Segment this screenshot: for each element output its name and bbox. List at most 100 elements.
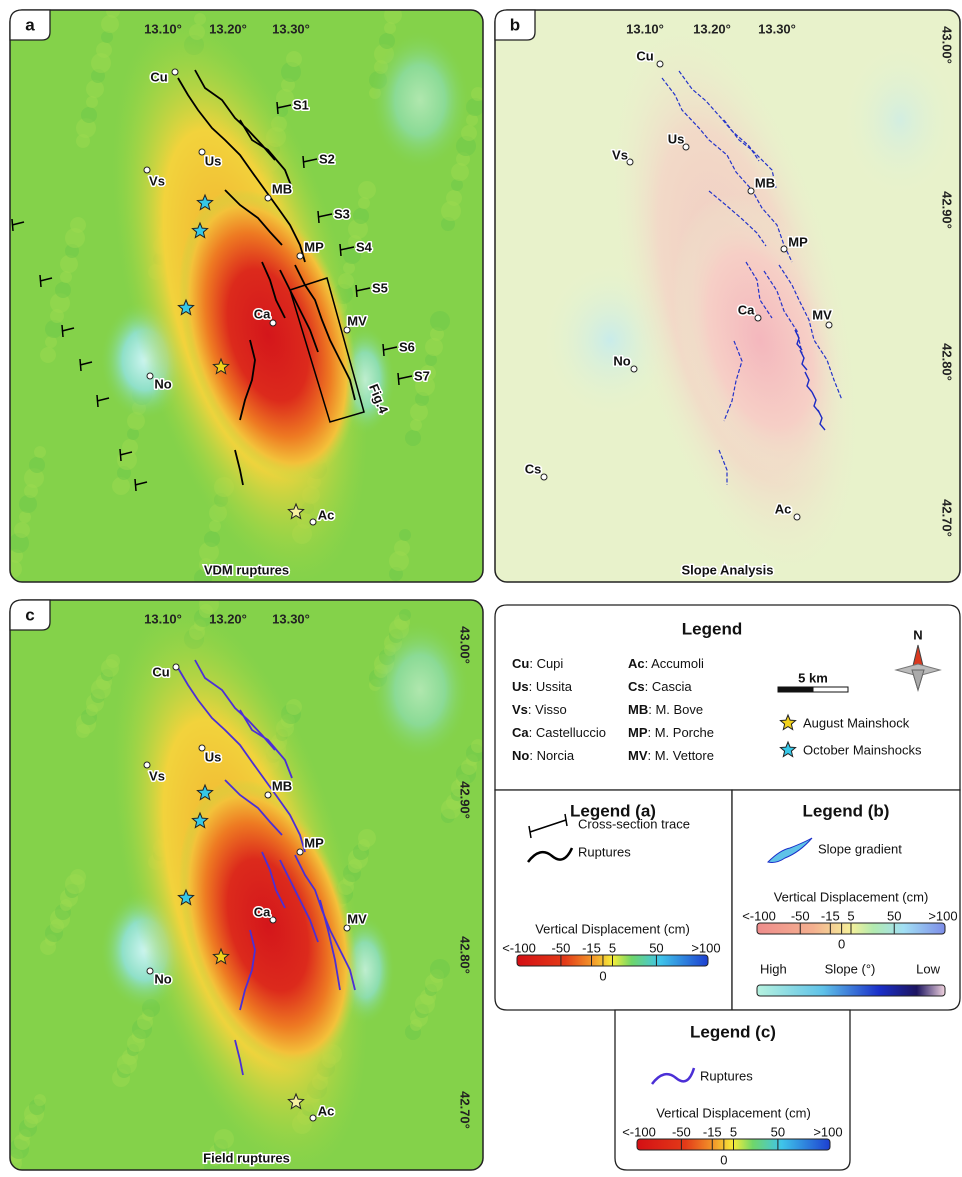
symbol-label: August Mainshock	[803, 715, 910, 730]
place-label: Ca	[254, 904, 271, 919]
terrain-texture	[353, 208, 369, 224]
scale-tick-label: -50	[791, 908, 810, 923]
place-marker	[270, 917, 276, 923]
place-label: Us	[668, 131, 685, 146]
place-label: Vs	[149, 768, 165, 783]
place-label: Cs	[525, 461, 542, 476]
terrain-texture	[34, 1094, 46, 1106]
place-label: MB	[272, 181, 292, 196]
cross-section-tick	[356, 285, 357, 297]
place-marker	[297, 849, 303, 855]
place-marker	[781, 246, 787, 252]
latitude-label: 42.70°	[458, 1091, 473, 1129]
place-label: Ac	[318, 1103, 335, 1118]
place-label: MV	[812, 307, 832, 322]
cross-section-tick	[80, 359, 81, 371]
terrain-texture	[384, 6, 402, 24]
place-label: No	[613, 353, 630, 368]
scale-tick-label: -50	[672, 1124, 691, 1139]
place-marker	[310, 1115, 316, 1121]
abbreviation: MV: M. Vettore	[628, 748, 714, 763]
scale-tick-label: >100	[691, 940, 720, 955]
legend-item: Ruptures	[578, 844, 631, 859]
terrain-texture	[451, 163, 469, 181]
place-marker	[631, 366, 637, 372]
terrain-texture	[96, 42, 112, 58]
displacement-cyan	[370, 620, 470, 760]
panel-title: Slope Analysis	[682, 562, 774, 577]
scale-tick-label: >100	[928, 908, 957, 923]
latitude-label: 43.00°	[940, 26, 955, 64]
terrain-texture	[40, 347, 56, 363]
cross-section-tick	[340, 244, 341, 256]
latitude-label: 42.80°	[940, 343, 955, 381]
place-label: MP	[304, 835, 324, 850]
place-marker	[172, 69, 178, 75]
place-marker	[794, 514, 800, 520]
section-label: S2	[319, 151, 335, 166]
abbreviation: Vs: Visso	[512, 702, 567, 717]
scale-tick-label: -50	[552, 940, 571, 955]
terrain-texture	[399, 609, 411, 621]
terrain-texture	[19, 495, 37, 513]
legend-title: Legend (c)	[690, 1022, 776, 1041]
place-label: MB	[755, 175, 775, 190]
slope-label: Low	[916, 961, 940, 976]
scale-title: Vertical Displacement (cm)	[535, 921, 690, 936]
panel-label: a	[25, 15, 35, 34]
place-label: No	[154, 971, 171, 986]
place-marker	[755, 315, 761, 321]
abbreviation: MP: M. Porche	[628, 725, 714, 740]
scale-tick-label: 5	[730, 1124, 737, 1139]
scale-title: Vertical Displacement (cm)	[774, 889, 929, 904]
longitude-label: 13.30°	[272, 611, 310, 626]
cross-section-tick	[303, 156, 304, 168]
longitude-label: 13.30°	[272, 21, 310, 36]
longitude-label: 13.30°	[758, 21, 796, 36]
abbreviation: Ca: Castelluccio	[512, 725, 606, 740]
cross-section-tick	[398, 373, 399, 385]
place-label: MV	[347, 911, 367, 926]
place-marker	[265, 195, 271, 201]
terrain-texture	[358, 181, 376, 199]
scale-label: 5 km	[798, 670, 828, 685]
scale-bar	[813, 687, 848, 692]
place-label: Ca	[738, 302, 755, 317]
longitude-label: 13.10°	[144, 21, 182, 36]
scale-tick-label: -15	[703, 1124, 722, 1139]
latitude-label: 42.70°	[940, 499, 955, 537]
abbreviation: Cs: Cascia	[628, 679, 692, 694]
terrain-texture	[204, 531, 220, 547]
figure: Fig.4S1S2S3S4S5S6S7CuUsVsMBMPCaMVNoAc13.…	[0, 0, 962, 1177]
place-marker	[297, 253, 303, 259]
place-marker	[147, 373, 153, 379]
place-label: Us	[205, 749, 222, 764]
map-panel: CuUsVsMBMPCaMVNoAc13.10°13.20°13.30°43.0…	[4, 582, 485, 1177]
terrain-texture	[425, 338, 443, 356]
displacement-cyan	[370, 30, 470, 170]
place-marker	[541, 474, 547, 480]
cross-section-tick	[62, 325, 63, 337]
place-label: MP	[788, 234, 808, 249]
terrain-texture	[34, 446, 46, 458]
terrain-texture	[14, 522, 30, 538]
place-label: MP	[304, 239, 324, 254]
scale-tick-label: 5	[609, 940, 616, 955]
terrain-texture	[101, 15, 119, 33]
place-label: Vs	[149, 173, 165, 188]
scale-tick-label: 5	[847, 908, 854, 923]
legend-title: Legend	[682, 619, 742, 638]
terrain-texture	[405, 430, 421, 446]
place-marker	[748, 188, 754, 194]
scale-title: Vertical Displacement (cm)	[656, 1105, 811, 1120]
map-panel: CuUsVsMBMPCaMVNoCsAc13.10°13.20°13.30°43…	[495, 0, 960, 608]
scale-tick-label: <-100	[622, 1124, 656, 1139]
abbreviation: No: Norcia	[512, 748, 575, 763]
place-label: Cu	[152, 664, 169, 679]
place-marker	[173, 664, 179, 670]
scale-tick-label: -15	[582, 940, 601, 955]
terrain-texture	[45, 320, 63, 338]
legend-item: Slope gradient	[818, 841, 902, 856]
panel-label: c	[25, 605, 34, 624]
displacement-cyan	[840, 40, 960, 200]
